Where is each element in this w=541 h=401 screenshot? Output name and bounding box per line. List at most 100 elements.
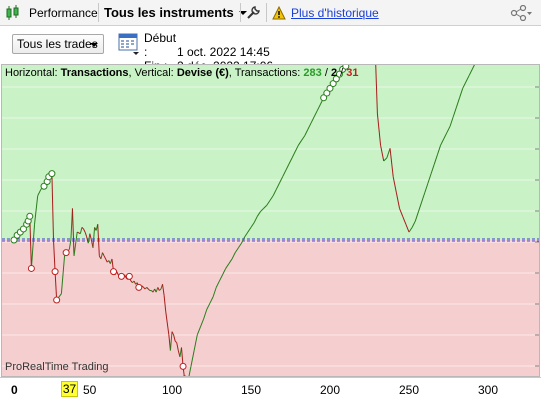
neutral-transactions: 2 <box>330 67 338 79</box>
equity-segment <box>203 309 208 320</box>
wrench-button[interactable] <box>246 0 260 25</box>
equity-segment <box>383 157 388 162</box>
equity-segment <box>105 258 108 263</box>
equity-segment <box>244 231 249 238</box>
loss-marker <box>110 268 118 276</box>
equity-segment <box>402 216 407 225</box>
trades-filter-select[interactable]: Tous les trades <box>12 34 104 54</box>
equity-segment <box>421 192 426 203</box>
count-separator: / <box>340 67 344 79</box>
equity-segment <box>193 334 198 351</box>
equity-segment <box>155 287 159 293</box>
x-tick-label: 0 <box>11 383 18 397</box>
history-link[interactable]: Plus d'historique <box>272 0 379 25</box>
equity-segment <box>288 157 293 165</box>
x-tick-label: 250 <box>399 383 420 397</box>
equity-segment <box>209 296 214 304</box>
equity-segment <box>190 350 195 367</box>
gain-marker <box>10 236 18 244</box>
total-transactions: 283 <box>303 67 322 79</box>
loss-marker <box>51 268 59 276</box>
equity-segment <box>143 287 146 290</box>
gain-marker <box>342 65 350 70</box>
profit-zone <box>2 65 539 240</box>
equity-segment <box>375 65 378 114</box>
x-axis: 37 0 50 100 150 200 250 300 <box>0 377 541 401</box>
equity-segment <box>146 287 149 290</box>
equity-segment <box>291 151 296 159</box>
equity-segment <box>231 252 236 260</box>
horizontal-value: Transactions <box>60 67 129 79</box>
equity-segment <box>212 287 217 298</box>
equity-segment <box>84 231 88 237</box>
equity-segment <box>272 189 277 196</box>
gain-marker <box>19 225 27 233</box>
equity-segment <box>215 280 220 288</box>
equity-segment <box>76 231 81 235</box>
x-tick-label: 100 <box>162 383 183 397</box>
equity-segment <box>376 113 382 146</box>
equity-segment <box>285 163 290 171</box>
chevron-down-icon <box>238 10 247 15</box>
equity-segment <box>37 189 42 196</box>
instruments-label: Tous les instruments <box>104 5 234 20</box>
equity-segment <box>452 107 457 117</box>
equity-segment <box>176 342 179 351</box>
equity-segment <box>468 69 473 76</box>
equity-segment <box>424 182 429 193</box>
equity-segment <box>446 126 451 133</box>
share-button[interactable] <box>510 0 532 25</box>
equity-segment <box>222 268 227 275</box>
calendar-icon <box>118 33 140 59</box>
equity-segment <box>389 148 394 177</box>
date-range-button[interactable] <box>118 32 140 56</box>
equity-segment <box>282 170 287 178</box>
equity-segment <box>54 271 58 301</box>
gain-marker <box>329 80 337 88</box>
loss-marker <box>62 249 70 257</box>
gain-marker <box>40 182 48 190</box>
equity-segment <box>307 122 312 130</box>
loss-zone <box>2 240 539 376</box>
chart-header: Horizontal: Transactions, Vertical: Devi… <box>5 67 359 79</box>
equity-segment <box>237 242 242 249</box>
equity-segment <box>294 144 299 152</box>
equity-segment <box>103 255 107 260</box>
equity-segment <box>51 173 54 241</box>
vertical-prefix: , Vertical: <box>128 67 174 79</box>
equity-segment <box>465 75 470 83</box>
instruments-dropdown[interactable]: Tous les instruments <box>104 0 247 25</box>
equity-segment <box>73 232 78 256</box>
trades-filter-label: Tous les trades <box>17 37 98 51</box>
equity-segment <box>133 280 137 285</box>
vertical-value: Devise (€) <box>176 67 229 79</box>
chevron-down-icon <box>90 43 98 47</box>
equity-segment <box>310 116 315 124</box>
equity-segment <box>97 224 100 256</box>
equity-segment <box>124 274 127 279</box>
gain-marker <box>320 94 328 102</box>
equity-segment <box>427 173 432 184</box>
equity-segment <box>399 208 404 217</box>
x-tick-label: 300 <box>478 383 499 397</box>
equity-segment <box>440 138 445 146</box>
performance-tab[interactable]: Performance <box>6 0 98 25</box>
gain-marker <box>335 70 343 78</box>
loss-marker <box>179 362 187 370</box>
equity-chart-canvas <box>2 65 539 376</box>
history-link-label: Plus d'historique <box>291 5 379 20</box>
equity-segment <box>30 224 36 269</box>
equity-segment <box>433 154 438 165</box>
performance-label: Performance <box>29 5 98 20</box>
toolbar-divider <box>266 3 267 22</box>
equity-segment <box>147 288 151 291</box>
equity-segment <box>71 208 75 256</box>
start-label: Début : <box>144 31 177 59</box>
equity-segment <box>225 263 230 269</box>
equity-segment <box>297 140 302 146</box>
equity-chart[interactable]: Horizontal: Transactions, Vertical: Devi… <box>1 64 540 377</box>
equity-segment <box>53 239 56 272</box>
equity-segment <box>92 227 96 248</box>
equity-segment <box>256 211 261 217</box>
equity-segment <box>443 132 448 140</box>
